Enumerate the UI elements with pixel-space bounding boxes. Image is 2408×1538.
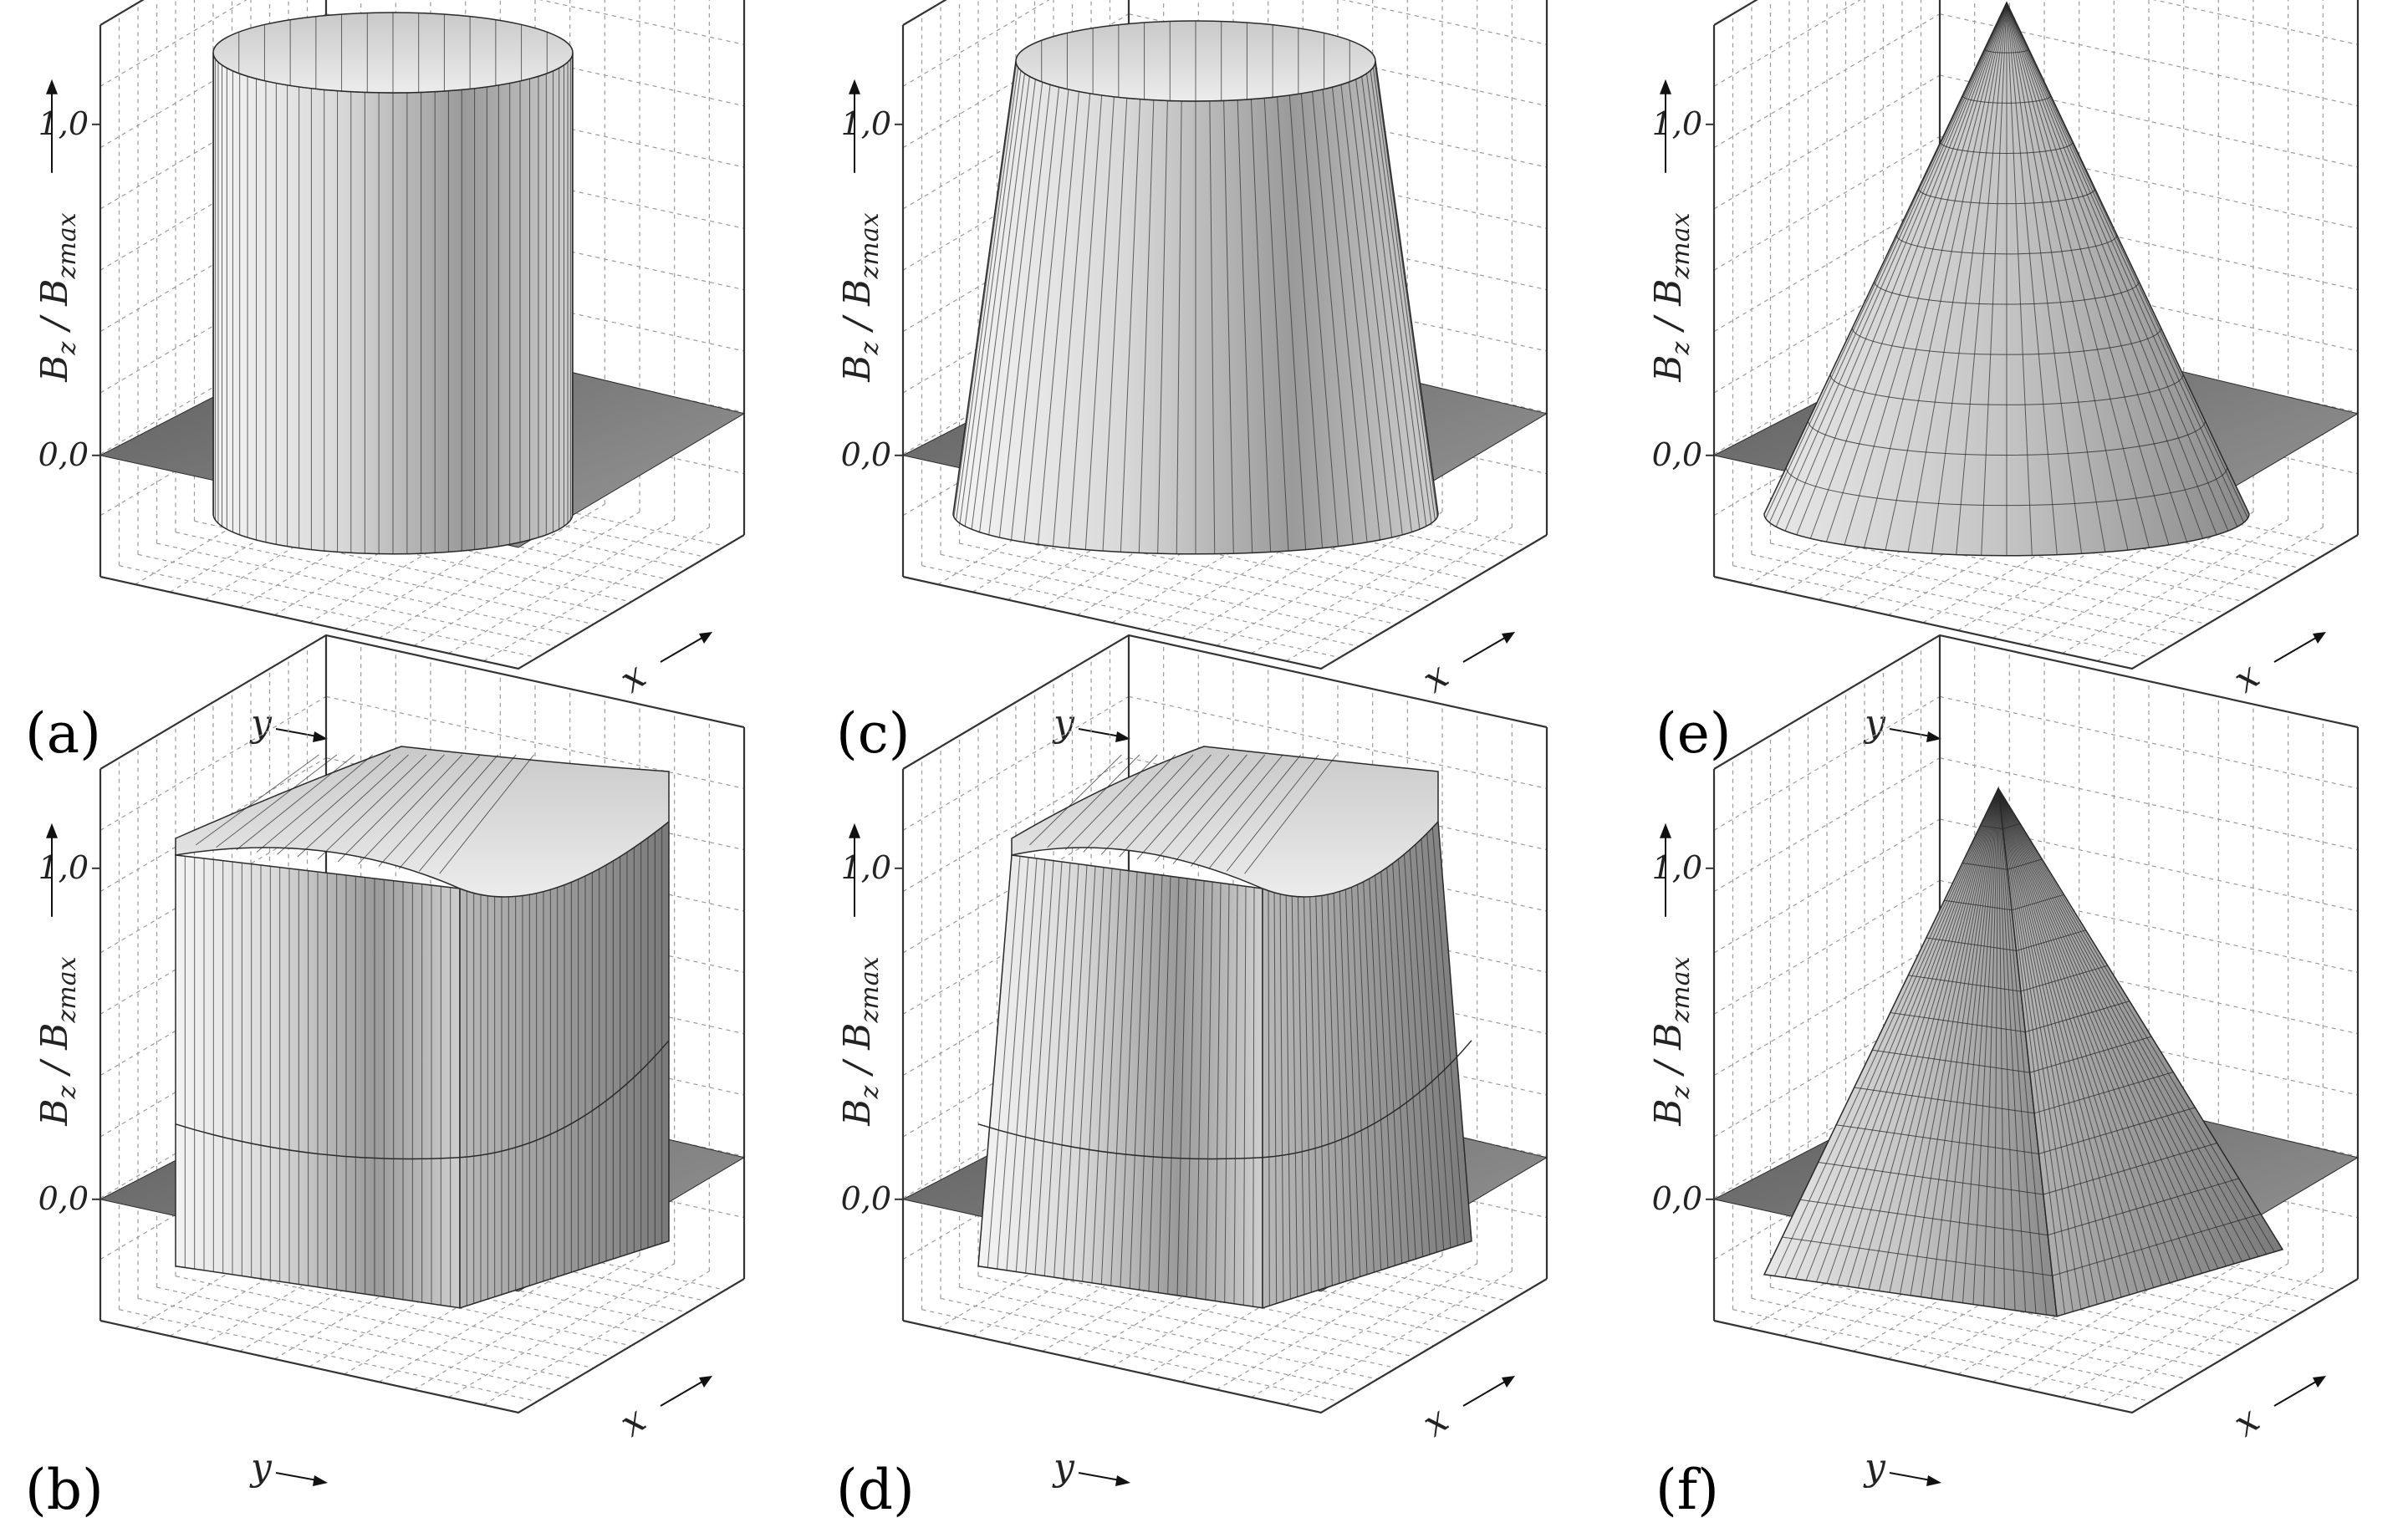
xaxis-arrow xyxy=(660,1378,707,1407)
ztick-label-bottom: 0,0 xyxy=(841,436,891,473)
ztick-label-top: 1,0 xyxy=(38,849,89,886)
panel-label-e: (e) xyxy=(1656,701,1732,766)
yaxis-label: y xyxy=(1863,702,1886,745)
ztick-label-bottom: 0,0 xyxy=(841,1180,891,1217)
ztick-label-top: 1,0 xyxy=(1652,849,1702,886)
zaxis-label: Bz / Bzmax xyxy=(1647,212,1696,382)
surface-truncated-cone xyxy=(952,20,1439,555)
ztick-label-bottom: 0,0 xyxy=(38,436,89,473)
zaxis-label: Bz / Bzmax xyxy=(836,212,885,382)
yaxis-label: y xyxy=(1863,1446,1886,1489)
xaxis-label: x xyxy=(2226,1398,2268,1445)
ztick-label-top: 1,0 xyxy=(38,105,89,142)
panel-label-d: (d) xyxy=(836,1458,915,1522)
xaxis-arrow xyxy=(2273,634,2321,663)
ztick-label-bottom: 0,0 xyxy=(38,1180,89,1217)
surface-square-pyramid xyxy=(1763,786,2284,1317)
panel-label-a: (a) xyxy=(25,701,101,766)
xaxis-arrow xyxy=(660,634,707,663)
ztick-label-top: 1,0 xyxy=(841,849,891,886)
panel-label-b: (b) xyxy=(25,1458,104,1522)
xaxis-label: x xyxy=(2226,654,2268,701)
panel-d: 1,0 0,0 Bz / Bzmax y x xyxy=(836,634,1548,1489)
panel-f: 1,0 0,0 Bz / Bzmax y x xyxy=(1647,634,2360,1489)
xaxis-label: x xyxy=(612,1398,654,1445)
zaxis-label: Bz / Bzmax xyxy=(33,956,82,1126)
yaxis-label: y xyxy=(249,702,273,745)
xaxis-arrow xyxy=(2273,1378,2321,1407)
xaxis-arrow xyxy=(1462,634,1510,663)
panel-e: 1,0 0,0 Bz / Bzmax y x xyxy=(1647,0,2360,745)
ztick-label-bottom: 0,0 xyxy=(1652,436,1702,473)
xaxis-arrow xyxy=(1462,1378,1510,1407)
panel-b: 1,0 0,0 Bz / Bzmax y x xyxy=(33,634,746,1489)
zaxis-label: Bz / Bzmax xyxy=(33,212,82,382)
panel-label-c: (c) xyxy=(836,701,910,766)
zaxis-label: Bz / Bzmax xyxy=(836,956,885,1126)
panel-c: 1,0 0,0 Bz / Bzmax y x xyxy=(836,0,1548,745)
xaxis-label: x xyxy=(612,654,654,701)
xaxis-label: x xyxy=(1415,1398,1457,1445)
panel-a: 1,0 0,0 Bz / Bzmax y x xyxy=(33,0,746,745)
surface-cylinder xyxy=(212,12,574,555)
zaxis-label: Bz / Bzmax xyxy=(1647,956,1696,1126)
surface-square-prism xyxy=(175,746,670,1309)
yaxis-label: y xyxy=(1052,1446,1075,1489)
ztick-label-top: 1,0 xyxy=(1652,105,1702,142)
xaxis-label: x xyxy=(1415,654,1457,701)
ztick-label-bottom: 0,0 xyxy=(1652,1180,1702,1217)
panel-label-f: (f) xyxy=(1656,1458,1719,1522)
yaxis-label: y xyxy=(1052,702,1075,745)
yaxis-label: y xyxy=(249,1446,273,1489)
ztick-label-top: 1,0 xyxy=(841,105,891,142)
box-frame xyxy=(99,634,746,1414)
surface-truncated-square-pyramid xyxy=(977,746,1472,1309)
surface-cone xyxy=(1763,1,2250,557)
